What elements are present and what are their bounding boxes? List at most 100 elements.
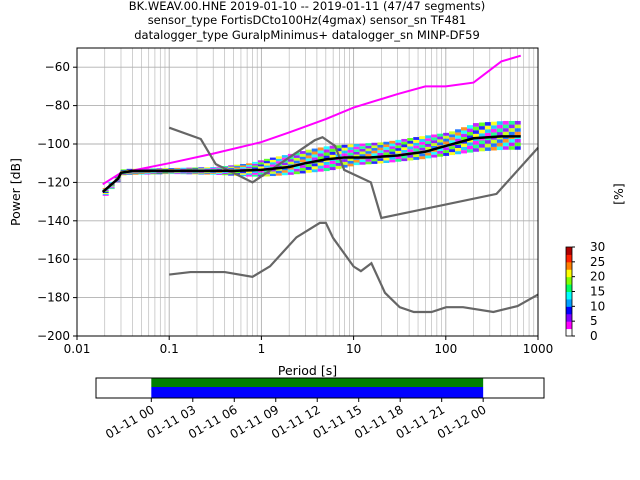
psd-cell — [335, 165, 342, 169]
psd-cell — [329, 167, 336, 171]
psd-cell — [413, 142, 420, 146]
psd-cell — [478, 133, 485, 137]
psd-cell — [389, 143, 396, 147]
colorbar-segment — [566, 273, 572, 276]
psd-cell — [269, 171, 276, 174]
psd-cell — [275, 158, 282, 162]
psd-cell — [449, 152, 456, 156]
colorbar-segment — [566, 325, 572, 328]
colorbar-segment — [566, 272, 572, 275]
psd-cell — [472, 123, 479, 127]
psd-cell — [383, 141, 390, 145]
psd-cell — [407, 154, 414, 158]
y-tick-label: −60 — [45, 60, 70, 74]
psd-cell — [120, 174, 127, 176]
psd-cell — [472, 148, 479, 152]
psd-cell — [455, 135, 462, 139]
psd-cell — [490, 146, 497, 151]
psd-cell — [431, 143, 438, 147]
psd-cell — [293, 168, 300, 172]
psd-cell — [502, 142, 509, 147]
psd-cell — [383, 144, 390, 148]
colorbar-tick-label: 25 — [590, 255, 605, 269]
psd-cell — [467, 135, 473, 139]
y-tick-label: −200 — [37, 329, 70, 343]
psd-cell — [508, 131, 515, 136]
psd-cell — [210, 167, 217, 169]
psd-cell — [496, 132, 503, 136]
psd-cell — [281, 170, 288, 173]
psd-cell — [257, 160, 264, 163]
psd-cell — [246, 164, 253, 167]
psd-cell — [341, 147, 348, 151]
psd-cell — [353, 162, 360, 166]
psd-cell — [484, 125, 491, 130]
psd-cell — [257, 172, 264, 175]
psd-cell — [514, 124, 521, 129]
psd-cell — [263, 161, 270, 164]
psd-cell — [431, 140, 438, 144]
psd-cell — [401, 147, 408, 151]
psd-cell — [156, 172, 163, 174]
colorbar-segment — [566, 284, 572, 287]
psd-cell — [198, 169, 205, 171]
psd-cell — [377, 160, 384, 164]
psd-cell — [443, 147, 450, 151]
coverage-green-bar — [151, 378, 484, 387]
coverage-blue-bar — [151, 387, 484, 398]
psd-cell — [222, 172, 229, 175]
psd-cell — [281, 162, 288, 166]
psd-cell — [502, 138, 509, 143]
psd-cell — [186, 172, 193, 174]
y-tick-label: −180 — [37, 291, 70, 305]
psd-cell — [395, 145, 402, 149]
psd-cell — [353, 146, 360, 150]
psd-cell — [281, 157, 288, 161]
psd-cell — [377, 150, 384, 153]
y-tick-label: −80 — [45, 99, 70, 113]
colorbar-segment — [566, 279, 572, 282]
psd-cell — [383, 147, 390, 150]
psd-cell — [174, 172, 181, 174]
psd-cell — [246, 163, 253, 165]
psd-cell — [455, 132, 462, 136]
psd-cell — [120, 173, 127, 175]
y-tick-label: −160 — [37, 252, 70, 266]
psd-cell — [514, 131, 521, 136]
colorbar-segment — [566, 278, 572, 281]
psd-cell — [269, 164, 276, 167]
psd-cell — [419, 144, 426, 148]
psd-cell — [311, 166, 318, 170]
psd-cell — [102, 193, 109, 195]
psd-cell — [437, 150, 444, 154]
psd-cell — [263, 165, 270, 168]
psd-cell — [150, 171, 157, 173]
psd-cell — [293, 171, 300, 175]
psd-cell — [317, 165, 324, 169]
psd-cell — [204, 173, 211, 175]
psd-cell — [317, 150, 324, 154]
psd-cell — [514, 128, 521, 132]
colorbar-segment — [566, 291, 572, 294]
psd-cell — [461, 127, 468, 131]
psd-cell — [455, 129, 462, 133]
psd-cell — [108, 181, 115, 183]
psd-cell — [365, 148, 372, 152]
psd-cell — [240, 165, 247, 168]
psd-cell — [317, 147, 324, 151]
psd-cell — [371, 148, 378, 151]
psd-cell — [192, 167, 199, 169]
colorbar-segment — [566, 263, 572, 266]
psd-cell — [252, 167, 258, 170]
psd-cell — [240, 171, 247, 174]
colorbar-segment — [566, 321, 572, 324]
psd-cell — [472, 126, 479, 131]
psd-cell — [484, 147, 491, 151]
colorbar-segment — [566, 327, 572, 330]
psd-cell — [180, 167, 187, 169]
psd-cell — [108, 185, 115, 187]
psd-cell — [263, 174, 270, 177]
psd-cell — [305, 158, 312, 162]
psd-cell — [347, 144, 354, 148]
psd-cell — [508, 120, 515, 125]
